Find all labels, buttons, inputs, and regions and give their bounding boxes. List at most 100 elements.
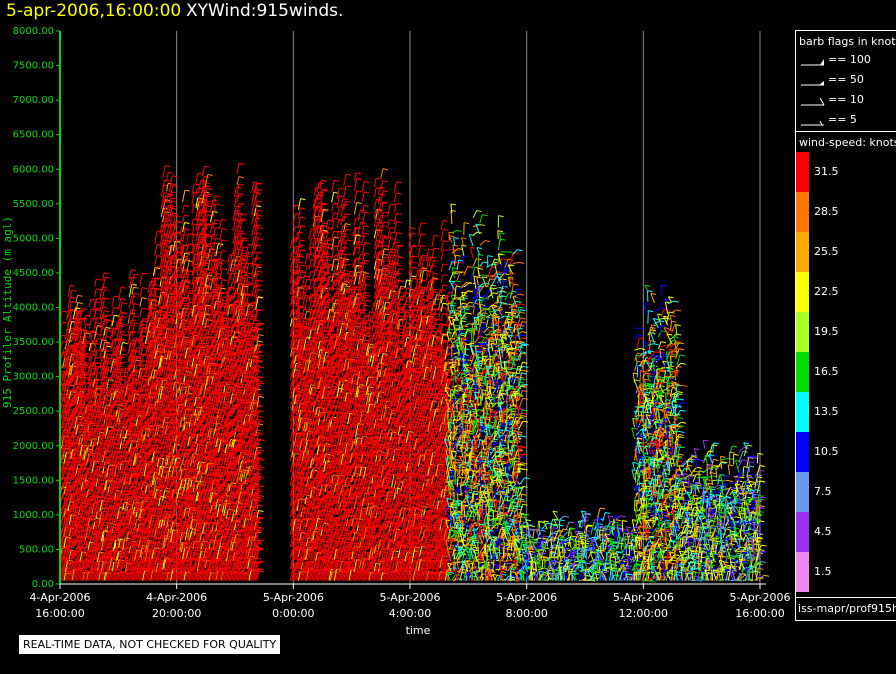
wind-barb <box>80 355 84 365</box>
wind-barb <box>62 348 65 357</box>
wind-barb <box>94 454 98 467</box>
chart-title-name: XYWind:915winds. <box>186 1 343 21</box>
wind-barb <box>80 543 84 553</box>
wind-barb <box>83 331 87 344</box>
wind-barb <box>88 495 92 506</box>
wind-barb-flag <box>164 445 170 448</box>
wind-barb <box>60 462 64 470</box>
wind-barb <box>70 418 74 430</box>
wind-barb <box>66 376 69 387</box>
wind-barb <box>68 333 72 344</box>
wind-barb <box>64 570 68 581</box>
wind-barb <box>68 375 72 387</box>
wind-barb <box>76 444 80 456</box>
wind-barb <box>91 453 94 461</box>
wind-barb <box>83 459 87 473</box>
wind-barb <box>75 403 79 415</box>
wind-barb <box>75 443 79 454</box>
wind-barb <box>88 350 92 362</box>
wind-barb <box>68 309 73 323</box>
wind-barb <box>66 498 69 506</box>
wind-barb <box>67 389 71 398</box>
wind-barb <box>68 436 72 445</box>
wind-barb <box>146 354 149 363</box>
wind-barb-flag <box>134 273 140 276</box>
wind-barb <box>78 474 82 486</box>
wind-barb <box>72 450 76 461</box>
wind-barb <box>66 426 69 437</box>
wind-barb-flag <box>156 255 162 258</box>
wind-barb <box>68 365 72 376</box>
wind-barb-flag <box>171 200 177 203</box>
wind-barb <box>82 420 85 429</box>
wind-barb-flag <box>151 298 157 301</box>
wind-barb <box>74 558 78 570</box>
wind-barb-flag <box>77 341 84 344</box>
wind-barb <box>60 546 65 559</box>
wind-barb <box>78 448 81 458</box>
wind-barb-flag <box>157 230 163 233</box>
wind-barb <box>71 550 74 559</box>
wind-barb <box>76 559 80 571</box>
wind-barb <box>95 365 99 379</box>
wind-barb <box>75 295 78 304</box>
wind-barb <box>92 301 96 311</box>
wind-barb <box>79 345 83 357</box>
wind-barb <box>63 381 67 393</box>
wind-barb <box>91 473 95 484</box>
wind-barb <box>82 362 86 375</box>
wind-barb <box>71 489 75 501</box>
wind-barb <box>87 389 91 401</box>
wind-barb <box>111 296 115 307</box>
wind-barb <box>72 478 77 491</box>
wind-barb <box>94 338 98 351</box>
wind-barb <box>67 426 71 437</box>
wind-barb <box>68 391 72 400</box>
wind-barb <box>74 403 78 417</box>
wind-barb <box>95 398 99 410</box>
wind-barb <box>67 336 71 348</box>
wind-barb <box>94 387 97 398</box>
wind-barb <box>74 415 78 429</box>
wind-barb <box>64 365 69 378</box>
wind-barb <box>92 548 97 561</box>
wind-barb <box>66 444 70 458</box>
wind-barb-flag <box>105 314 112 317</box>
wind-barb <box>150 277 153 287</box>
wind-barb <box>119 342 123 356</box>
wind-barb-flag <box>131 269 137 272</box>
wind-barb <box>84 482 88 491</box>
wind-barb <box>170 175 173 185</box>
wind-barb-flag <box>113 307 119 309</box>
wind-barb <box>87 542 91 551</box>
wind-barb-flag <box>184 252 190 255</box>
wind-barb <box>88 525 92 535</box>
wind-barb <box>86 571 89 581</box>
wind-barb <box>182 189 186 203</box>
wind-barb <box>79 364 83 378</box>
wind-barb-flag <box>90 298 96 301</box>
wind-profiler-chart: 0.00500.001000.001500.002000.002500.0030… <box>1 26 790 637</box>
wind-barb <box>72 352 76 361</box>
wind-barb <box>91 460 95 473</box>
wind-barb <box>62 526 66 539</box>
wind-barb <box>119 399 122 407</box>
wind-barb-flag <box>76 558 82 561</box>
wind-barb <box>87 528 91 540</box>
wind-barb-flag <box>121 323 128 326</box>
wind-barb <box>70 373 74 386</box>
wind-barb <box>76 490 80 498</box>
wind-barb <box>66 533 70 546</box>
wind-barb <box>92 378 96 388</box>
wind-barb <box>95 466 99 476</box>
wind-barb <box>75 413 79 426</box>
wind-barb <box>75 560 79 569</box>
wind-barb <box>82 560 85 569</box>
wind-barb <box>95 453 99 465</box>
wind-barb-flag <box>121 334 127 337</box>
wind-barb <box>82 491 86 504</box>
wind-barb-flag <box>131 551 137 554</box>
wind-barb <box>87 518 91 527</box>
wind-barb-flag <box>105 326 111 329</box>
wind-barb <box>62 440 65 451</box>
